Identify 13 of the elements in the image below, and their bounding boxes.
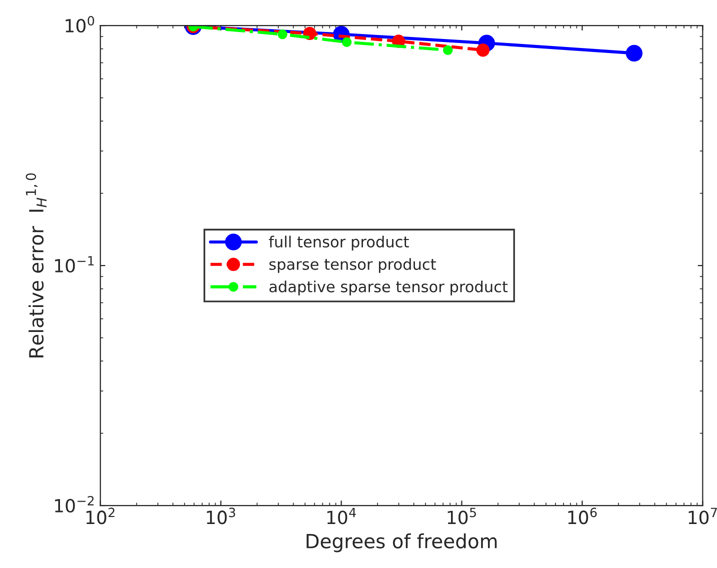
y-axis-title: Relative error I$_{H}$$^{1,0}$ [26, 173, 47, 358]
legend-label: full tensor product [268, 236, 409, 251]
y-tick-label: 10$^{0}$ [66, 16, 94, 33]
x-tick-label: 10$^{7}$ [688, 508, 717, 524]
y-tick-label: 10$^{−1}$ [55, 256, 94, 273]
x-tick-label: 10$^{2}$ [86, 508, 114, 524]
x-tick-label: 10$^{4}$ [327, 508, 356, 524]
x-tick-label: 10$^{3}$ [206, 508, 236, 524]
x-tick-label: 10$^{5}$ [448, 508, 476, 524]
legend-label: adaptive sparse tensor product [269, 280, 508, 296]
x-tick-label: 10$^{6}$ [568, 508, 597, 524]
x-axis-title: Degrees of freedom [306, 533, 497, 552]
legend-label: sparse tensor product [269, 258, 436, 273]
